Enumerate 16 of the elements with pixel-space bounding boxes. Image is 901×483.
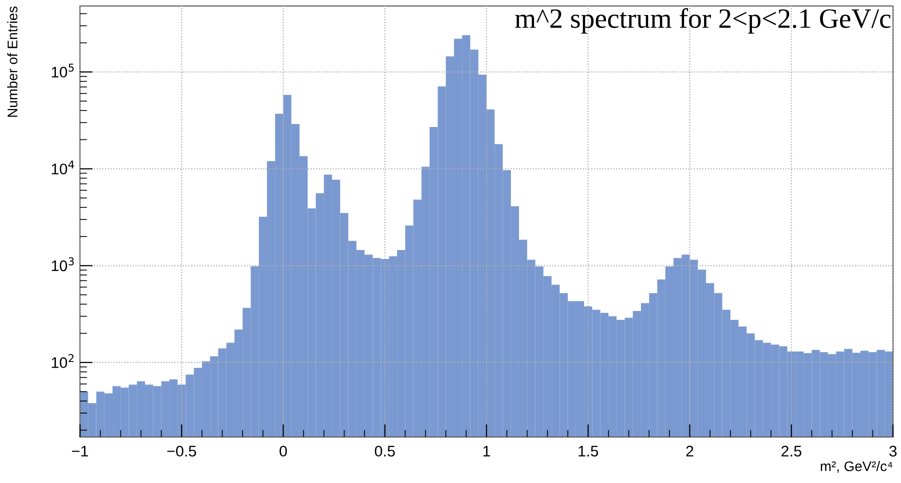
x-tick-label: 2 bbox=[686, 446, 694, 456]
y-tick-label: 10$^{2}$ bbox=[52, 354, 74, 368]
y-tick-label: 10$^{4}$ bbox=[52, 160, 74, 174]
x-tick-label: −0.5 bbox=[167, 446, 196, 457]
y-axis-title: Number of Entries bbox=[7, 6, 18, 117]
x-tick-label: 1 bbox=[483, 446, 490, 456]
x-tick-label: −1 bbox=[72, 446, 88, 456]
x-tick-label: 2.5 bbox=[782, 446, 802, 457]
chart-title: m^2 spectrum for 2<p<2.1 GeV/c bbox=[515, 8, 891, 34]
x-axis-title: m², GeV²/c⁴ bbox=[820, 460, 892, 473]
y-tick-label: 10$^{5}$ bbox=[52, 64, 74, 78]
x-tick-label: 1.5 bbox=[578, 446, 598, 457]
x-tick-label: 0.5 bbox=[374, 446, 395, 457]
y-tick-label: 10$^{3}$ bbox=[52, 257, 74, 272]
x-tick-label: 0 bbox=[280, 446, 287, 457]
x-tick-label: 3 bbox=[889, 446, 897, 457]
